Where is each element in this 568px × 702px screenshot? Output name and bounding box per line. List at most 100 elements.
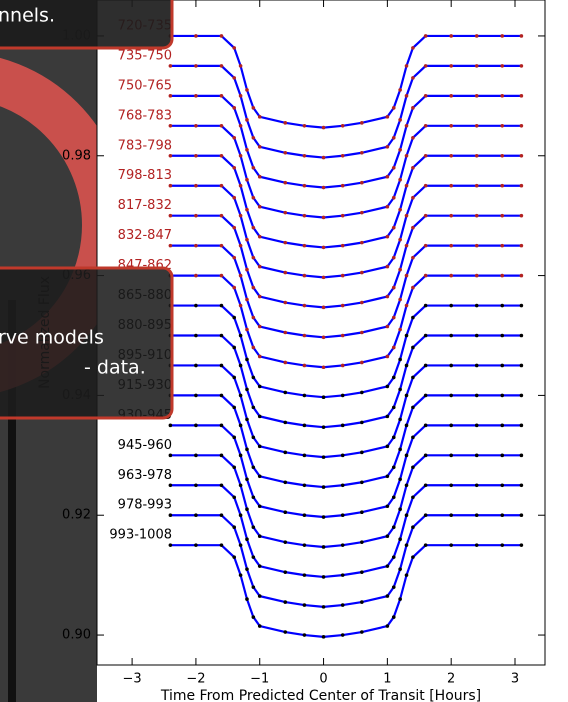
data-point: [303, 483, 307, 487]
data-point: [386, 445, 390, 449]
series-label: 993-1008: [109, 528, 172, 543]
data-point: [424, 513, 428, 517]
data-point: [239, 394, 243, 398]
data-point: [405, 424, 409, 428]
data-point: [220, 543, 224, 547]
data-point: [449, 543, 453, 547]
data-point: [283, 211, 287, 215]
data-point: [411, 346, 415, 350]
data-point: [424, 184, 428, 188]
series-label: 783-798: [118, 138, 172, 153]
data-point: [392, 376, 396, 380]
data-point: [392, 585, 396, 589]
data-point: [424, 424, 428, 428]
series-label: 963-978: [118, 468, 172, 483]
data-point: [194, 334, 198, 338]
data-point: [449, 364, 453, 368]
data-point: [449, 184, 453, 188]
data-point: [520, 124, 524, 128]
data-point: [398, 118, 402, 122]
data-point: [220, 334, 224, 338]
data-point: [449, 394, 453, 398]
data-point: [405, 364, 409, 368]
data-point: [411, 46, 415, 50]
data-point: [411, 465, 415, 469]
data-point: [245, 268, 249, 272]
data-point: [252, 615, 256, 619]
data-point: [258, 385, 262, 389]
data-point: [258, 624, 262, 628]
data-point: [449, 483, 453, 487]
data-point: [252, 555, 256, 559]
data-point: [220, 94, 224, 98]
data-point: [239, 334, 243, 338]
data-point: [424, 454, 428, 458]
data-point: [360, 241, 364, 245]
data-point: [405, 573, 409, 577]
series-label: 750-765: [118, 78, 172, 93]
data-point: [239, 64, 243, 68]
data-point: [322, 395, 326, 399]
data-point: [386, 265, 390, 269]
data-point: [475, 274, 479, 278]
data-point: [500, 184, 504, 188]
data-point: [411, 286, 415, 290]
data-point: [303, 304, 307, 308]
data-point: [405, 64, 409, 68]
data-point: [520, 424, 524, 428]
data-point: [220, 483, 224, 487]
data-point: [194, 64, 198, 68]
data-point: [392, 226, 396, 230]
data-point: [520, 154, 524, 158]
data-point: [245, 388, 249, 392]
data-point: [232, 76, 236, 80]
data-point: [398, 567, 402, 571]
data-point: [169, 94, 173, 98]
data-point: [169, 124, 173, 128]
data-point: [194, 274, 198, 278]
data-point: [405, 154, 409, 158]
data-point: [283, 151, 287, 155]
data-point: [322, 485, 326, 489]
data-point: [252, 376, 256, 380]
data-point: [386, 564, 390, 568]
data-point: [360, 181, 364, 185]
data-point: [239, 454, 243, 458]
data-point: [169, 483, 173, 487]
data-point: [322, 126, 326, 130]
data-point: [500, 64, 504, 68]
data-point: [424, 124, 428, 128]
callout-text: nnels.: [0, 5, 55, 27]
data-point: [475, 483, 479, 487]
data-point: [500, 94, 504, 98]
data-point: [245, 567, 249, 571]
data-point: [245, 208, 249, 212]
data-point: [239, 424, 243, 428]
data-point: [386, 624, 390, 628]
data-point: [252, 136, 256, 140]
series-label: 817-832: [118, 198, 172, 213]
x-axis-label: Time From Predicted Center of Transit [H…: [160, 688, 481, 702]
data-point: [169, 513, 173, 517]
data-point: [398, 238, 402, 242]
x-tick-label: 2: [447, 672, 455, 687]
data-point: [424, 304, 428, 308]
x-tick-label: 3: [511, 672, 519, 687]
data-point: [232, 465, 236, 469]
data-point: [411, 555, 415, 559]
data-point: [475, 214, 479, 218]
data-point: [258, 445, 262, 449]
data-point: [386, 235, 390, 239]
data-point: [500, 454, 504, 458]
data-point: [411, 525, 415, 529]
data-point: [341, 424, 345, 428]
data-point: [360, 301, 364, 305]
data-point: [405, 483, 409, 487]
data-point: [220, 154, 224, 158]
data-point: [405, 214, 409, 218]
data-point: [220, 64, 224, 68]
data-point: [341, 573, 345, 577]
data-point: [386, 115, 390, 119]
data-point: [520, 334, 524, 338]
data-point: [245, 507, 249, 511]
